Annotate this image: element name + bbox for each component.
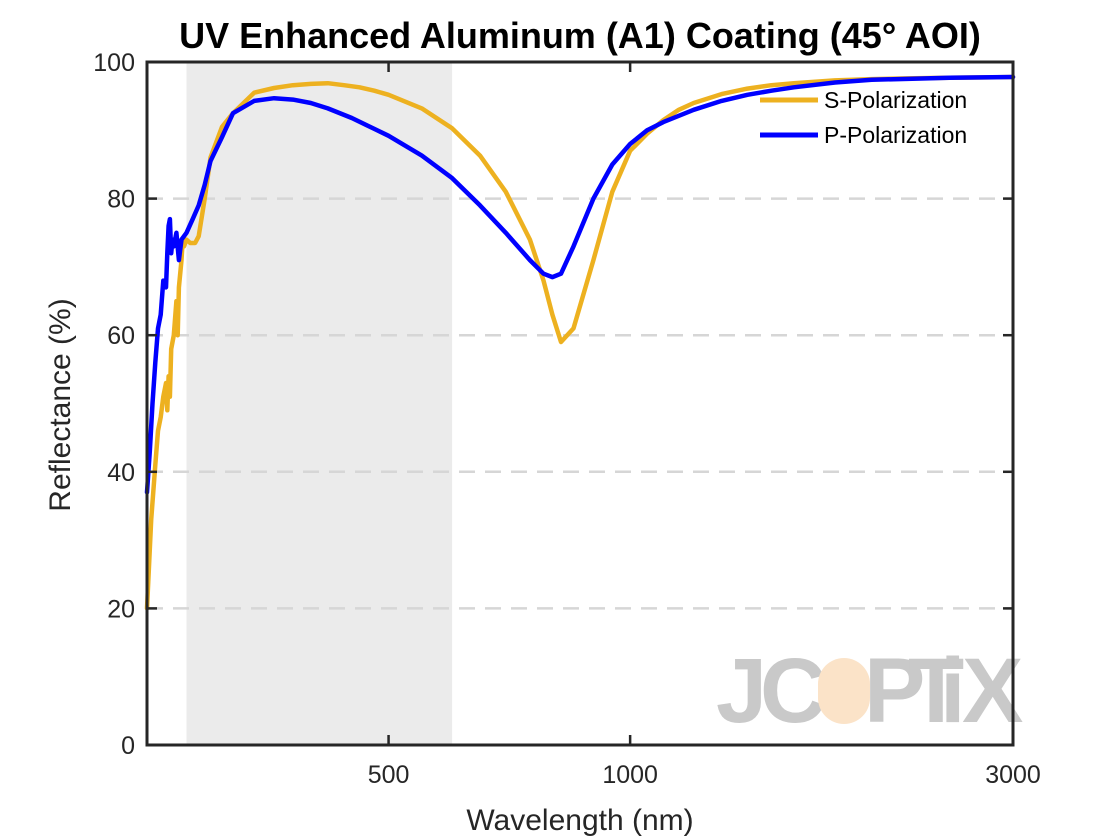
x-axis-label: Wavelength (nm) [466,804,693,837]
y-tick-label-20: 20 [107,595,135,623]
legend: S-Polarization P-Polarization [760,87,967,148]
legend-label-p-polarization: P-Polarization [824,122,967,148]
svg-text:C: C [760,640,826,742]
shaded-band [186,62,453,745]
series-line-s-polarization [144,74,1016,611]
gridlines [147,197,1013,610]
axes: 0 20 40 60 80 100 500 1000 3000 [93,49,1041,789]
y-tick-label-100: 100 [93,49,135,77]
legend-label-s-polarization: S-Polarization [824,87,967,113]
x-tick-label-1000: 1000 [602,761,658,789]
svg-text:P: P [864,640,925,742]
series-line-p-polarization [144,74,1016,495]
y-axis-label: Reflectance (%) [44,298,77,511]
y-tick-label-40: 40 [107,459,135,487]
y-tick-label-60: 60 [107,322,135,350]
y-tick-label-80: 80 [107,186,135,214]
svg-text:T: T [908,640,964,742]
svg-text:J: J [716,640,767,742]
svg-text:i: i [940,640,966,742]
x-tick-label-3000: 3000 [985,761,1041,789]
y-tick-label-0: 0 [121,732,135,760]
chart-title: UV Enhanced Aluminum (A1) Coating (45° A… [179,15,981,56]
plot-frame [145,60,1015,747]
jcoptix-watermark-logo: J C P T i X [716,640,1023,742]
series-lines [144,74,1016,611]
x-tick-label-500: 500 [368,761,410,789]
